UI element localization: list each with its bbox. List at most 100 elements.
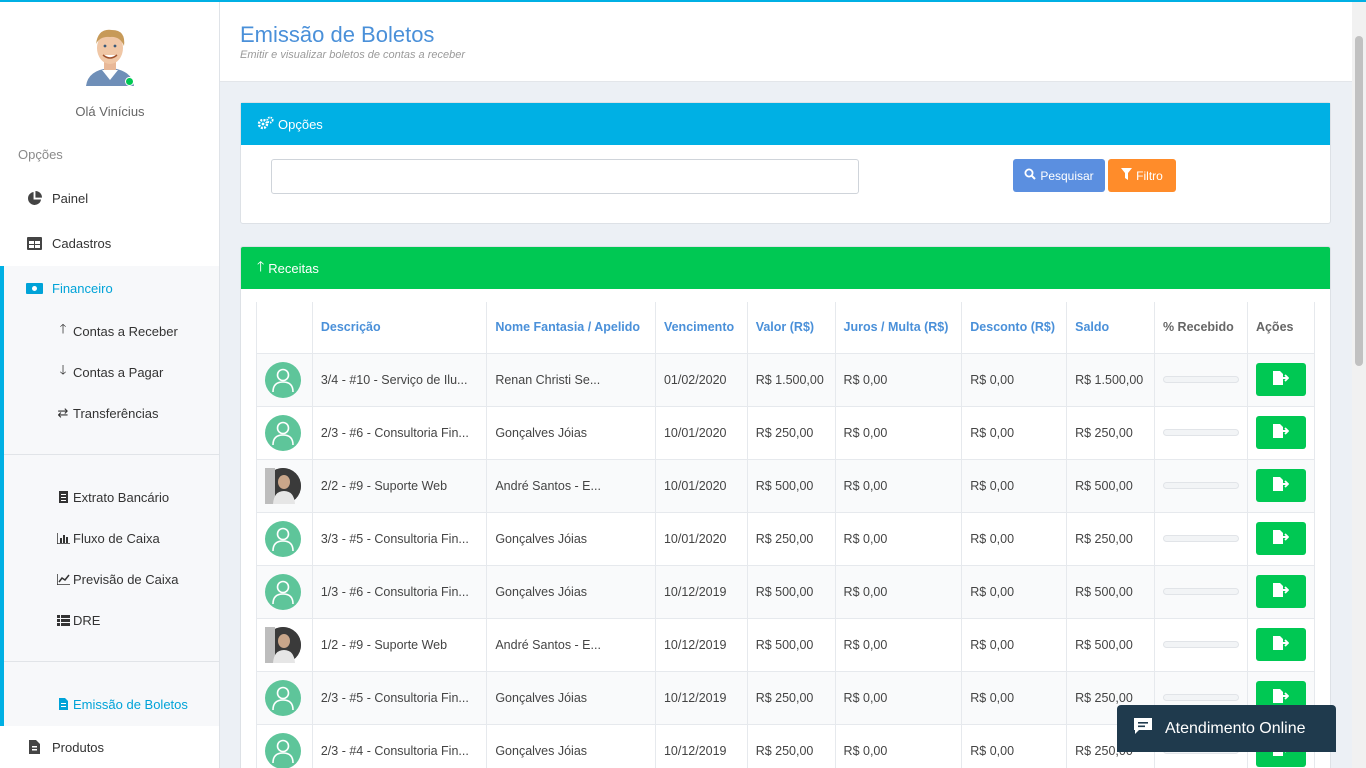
filter-icon [1121,168,1133,183]
user-placeholder-icon [265,361,301,398]
pie-chart-icon [25,189,43,207]
cell-avatar [256,512,313,566]
emit-boleto-button[interactable] [1255,522,1306,555]
submenu-contas-a-pagar[interactable]: 🡓 Contas a Pagar [56,362,164,382]
cell-desconto: R$ 0,00 [961,618,1068,672]
cell-saldo: R$ 500,00 [1066,618,1155,672]
cell-acoes [1247,406,1316,460]
sidebar-item-financeiro[interactable]: Financeiro [0,268,219,308]
cell-valor: R$ 250,00 [747,671,836,725]
sidebar-item-produtos[interactable]: Produtos [0,727,219,767]
scrollbar-thumb[interactable] [1355,36,1363,366]
search-icon [1024,168,1037,183]
chat-bubble-icon [1133,717,1153,740]
submenu-divider [4,454,219,455]
online-chat-button[interactable]: Atendimento Online [1117,705,1336,752]
file-export-icon [1272,583,1290,600]
cell-avatar [256,459,313,513]
file-icon [56,491,70,503]
cell-nome: Gonçalves Jóias [486,406,656,460]
submenu-fluxo-de-caixa[interactable]: Fluxo de Caixa [56,528,160,548]
file-export-icon [1272,636,1290,653]
emit-boleto-button[interactable] [1255,469,1306,502]
cell-descricao: 3/3 - #5 - Consultoria Fin... [312,512,488,566]
cell-desconto: R$ 0,00 [961,565,1068,619]
cell-avatar [256,565,313,619]
cell-avatar [256,671,313,725]
submenu-emissao-de-boletos[interactable]: Emissão de Boletos [56,694,188,714]
file-export-icon [1272,477,1290,494]
search-input[interactable] [271,159,859,194]
column-header-acoes: Ações [1247,302,1316,354]
cell-desconto: R$ 0,00 [961,512,1068,566]
emit-boleto-button[interactable] [1255,628,1306,661]
money-icon [25,279,43,297]
table-row[interactable]: 2/2 - #9 - Suporte Web André Santos - E..… [256,459,1316,513]
sidebar-item-cadastros[interactable]: Cadastros [0,223,219,263]
table-row[interactable]: 3/4 - #10 - Serviço de Ilu... Renan Chris… [256,353,1316,407]
table-row[interactable]: 1/3 - #6 - Consultoria Fin... Gonçalves J… [256,565,1316,619]
search-button[interactable]: Pesquisar [1013,159,1105,192]
cell-saldo: R$ 250,00 [1066,512,1155,566]
submenu-transferencias[interactable]: ⇄ Transferências [56,403,159,423]
cell-nome: Gonçalves Jóias [486,512,656,566]
submenu-extrato-bancario[interactable]: Extrato Bancário [56,487,169,507]
cell-juros: R$ 0,00 [835,406,963,460]
receitas-table: Descrição Nome Fantasia / Apelido Vencim… [256,302,1316,768]
table-row[interactable]: 1/2 - #9 - Suporte Web André Santos - E..… [256,618,1316,672]
online-status-dot [125,77,134,86]
column-header-saldo[interactable]: Saldo [1066,302,1155,354]
user-placeholder-icon [265,573,301,610]
page-scrollbar[interactable] [1352,0,1366,768]
submenu-label: Extrato Bancário [73,489,170,505]
table-row[interactable]: 3/3 - #5 - Consultoria Fin... Gonçalves J… [256,512,1316,566]
column-header-recebido: % Recebido [1154,302,1248,354]
cell-desconto: R$ 0,00 [961,459,1068,513]
cell-nome: André Santos - E... [486,618,656,672]
emit-boleto-button[interactable] [1255,363,1306,396]
cell-avatar [256,724,313,768]
emit-boleto-button[interactable] [1255,575,1306,608]
cell-saldo: R$ 500,00 [1066,459,1155,513]
cell-nome: Gonçalves Jóias [486,724,656,768]
exchange-icon: ⇄ [57,405,69,420]
cell-recebido [1154,406,1248,460]
cell-saldo: R$ 250,00 [1066,406,1155,460]
received-progress-bar [1162,641,1239,648]
chat-label: Atendimento Online [1165,719,1306,737]
column-header-desconto[interactable]: Desconto (R$) [961,302,1068,354]
table-header-row: Descrição Nome Fantasia / Apelido Vencim… [256,302,1316,354]
submenu-divider [4,661,219,662]
submenu-dre[interactable]: DRE [56,610,100,630]
submenu-label: Emissão de Boletos [73,696,188,712]
cell-juros: R$ 0,00 [835,671,963,725]
sidebar-item-label: Financeiro [52,280,113,296]
filter-button[interactable]: Filtro [1108,159,1176,192]
cell-juros: R$ 0,00 [835,512,963,566]
received-progress-bar [1162,429,1239,436]
cell-nome: Renan Christi Se... [486,353,656,407]
emit-boleto-button[interactable] [1255,416,1306,449]
column-header-valor[interactable]: Valor (R$) [747,302,836,354]
cell-vencimento: 10/01/2020 [655,512,748,566]
cell-nome: Gonçalves Jóias [486,565,656,619]
user-avatar[interactable] [84,26,136,86]
cell-avatar [256,406,313,460]
cell-valor: R$ 500,00 [747,565,836,619]
gears-icon [257,116,274,133]
cell-juros: R$ 0,00 [835,459,963,513]
user-greeting: Olá Vinícius [75,104,145,119]
file-export-icon [1272,530,1290,547]
options-panel-header: Opções [241,103,1330,145]
column-header-vencimento[interactable]: Vencimento [655,302,748,354]
submenu-previsao-de-caixa[interactable]: Previsão de Caixa [56,569,179,589]
cell-juros: R$ 0,00 [835,353,963,407]
column-header-nome[interactable]: Nome Fantasia / Apelido [486,302,656,354]
submenu-contas-a-receber[interactable]: 🡑 Contas a Receber [56,321,178,341]
column-header-juros[interactable]: Juros / Multa (R$) [835,302,963,354]
column-header-descricao[interactable]: Descrição [312,302,488,354]
table-row[interactable]: 2/3 - #6 - Consultoria Fin... Gonçalves J… [256,406,1316,460]
table-row[interactable]: 2/3 - #4 - Consultoria Fin... Gonçalves J… [256,724,1316,768]
sidebar-item-painel[interactable]: Painel [0,178,219,218]
cell-valor: R$ 500,00 [747,459,836,513]
